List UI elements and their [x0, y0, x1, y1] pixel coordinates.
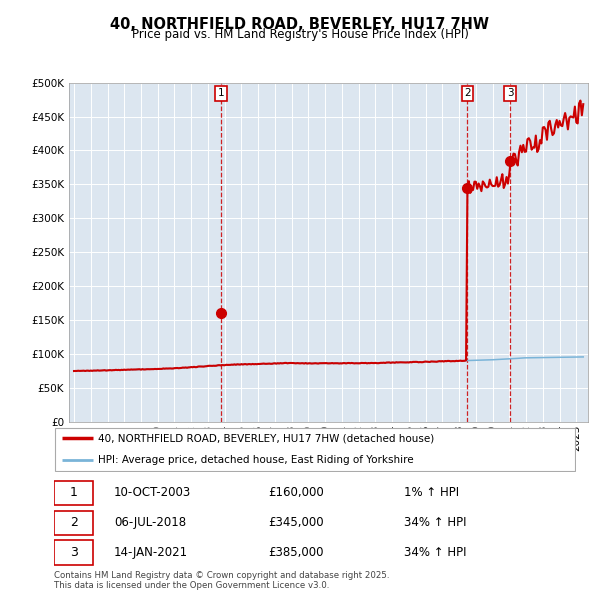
FancyBboxPatch shape: [54, 540, 93, 565]
Text: Contains HM Land Registry data © Crown copyright and database right 2025.
This d: Contains HM Land Registry data © Crown c…: [54, 571, 389, 590]
Text: Price paid vs. HM Land Registry's House Price Index (HPI): Price paid vs. HM Land Registry's House …: [131, 28, 469, 41]
Text: 14-JAN-2021: 14-JAN-2021: [114, 546, 188, 559]
Text: 2: 2: [70, 516, 77, 529]
FancyBboxPatch shape: [54, 481, 93, 505]
Text: £385,000: £385,000: [268, 546, 323, 559]
Text: 34% ↑ HPI: 34% ↑ HPI: [404, 546, 466, 559]
Text: 1: 1: [70, 486, 77, 499]
Text: 1% ↑ HPI: 1% ↑ HPI: [404, 486, 459, 499]
Text: 3: 3: [506, 88, 513, 99]
FancyBboxPatch shape: [54, 510, 93, 535]
Text: £345,000: £345,000: [268, 516, 323, 529]
Text: 1: 1: [218, 88, 224, 99]
FancyBboxPatch shape: [55, 428, 575, 471]
Text: 34% ↑ HPI: 34% ↑ HPI: [404, 516, 466, 529]
Text: 40, NORTHFIELD ROAD, BEVERLEY, HU17 7HW (detached house): 40, NORTHFIELD ROAD, BEVERLEY, HU17 7HW …: [98, 434, 434, 444]
Text: £160,000: £160,000: [268, 486, 324, 499]
Text: 06-JUL-2018: 06-JUL-2018: [114, 516, 186, 529]
Text: 10-OCT-2003: 10-OCT-2003: [114, 486, 191, 499]
Text: 2: 2: [464, 88, 471, 99]
Text: 40, NORTHFIELD ROAD, BEVERLEY, HU17 7HW: 40, NORTHFIELD ROAD, BEVERLEY, HU17 7HW: [110, 17, 490, 31]
Text: 3: 3: [70, 546, 77, 559]
Text: HPI: Average price, detached house, East Riding of Yorkshire: HPI: Average price, detached house, East…: [98, 454, 414, 464]
